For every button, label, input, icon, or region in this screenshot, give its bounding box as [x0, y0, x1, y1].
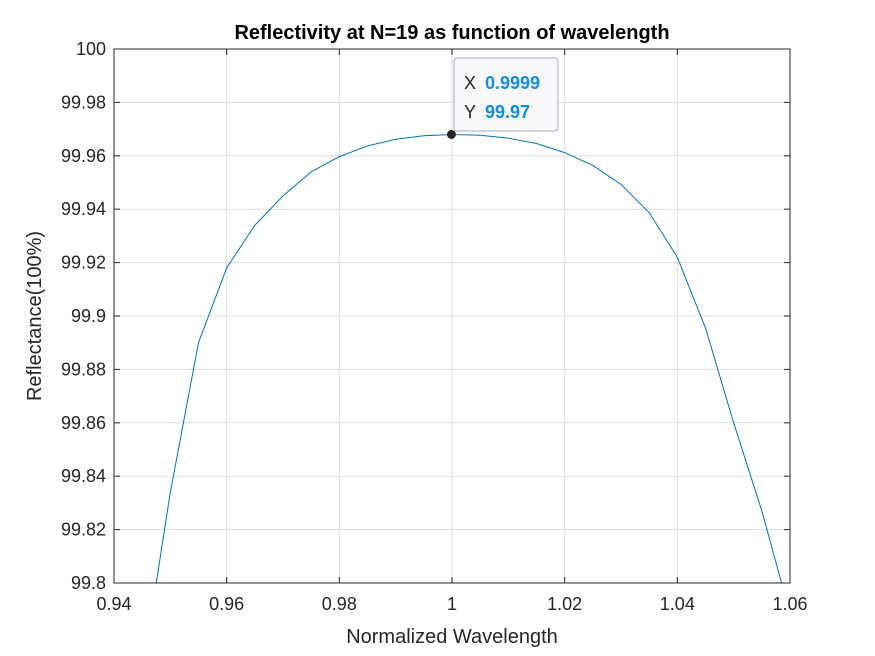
- y-axis-title: Reflectance(100%): [24, 231, 46, 401]
- x-tick-label: 0.96: [209, 594, 244, 614]
- y-tick-label: 99.82: [61, 520, 106, 540]
- series-layer: [155, 133, 783, 584]
- x-tick-label: 1.06: [772, 594, 807, 614]
- y-tick-labels: 99.8 99.82 99.84 99.86 99.88 99.9 99.92 99.94 99…: [61, 39, 106, 593]
- datatip[interactable]: X 0.9999 Y 99.97: [446, 57, 559, 139]
- x-axis-title: Normalized Wavelength: [346, 626, 558, 648]
- y-tick-label: 99.98: [61, 92, 106, 112]
- x-tick-label: 1: [447, 594, 457, 614]
- datatip-marker[interactable]: [446, 129, 456, 139]
- series-line: [155, 133, 783, 584]
- x-tick-label: 0.98: [322, 594, 357, 614]
- x-tick-label: 0.94: [96, 594, 131, 614]
- datatip-y-key: Y: [464, 102, 476, 122]
- x-tick-labels: 0.94 0.96 0.98 1 1.02 1.04 1.06: [96, 594, 807, 614]
- chart-title: Reflectivity at N=19 as function of wave…: [234, 22, 669, 44]
- datatip-y-value: 99.97: [485, 102, 530, 122]
- x-tick-label: 1.04: [660, 594, 695, 614]
- datatip-box[interactable]: [453, 57, 559, 132]
- y-tick-label: 99.88: [61, 359, 106, 379]
- y-tick-label: 100: [76, 39, 106, 59]
- y-tick-label: 99.86: [61, 413, 106, 433]
- datatip-x-value: 0.9999: [485, 73, 540, 93]
- y-tick-label: 99.92: [61, 253, 106, 273]
- datatip-x-key: X: [464, 73, 476, 93]
- x-tick-label: 1.02: [547, 594, 582, 614]
- y-tick-label: 99.9: [71, 306, 106, 326]
- y-tick-label: 99.94: [61, 199, 106, 219]
- y-tick-label: 99.96: [61, 146, 106, 166]
- y-tick-label: 99.8: [71, 573, 106, 593]
- y-tick-label: 99.84: [61, 466, 106, 486]
- ticks: [113, 48, 791, 584]
